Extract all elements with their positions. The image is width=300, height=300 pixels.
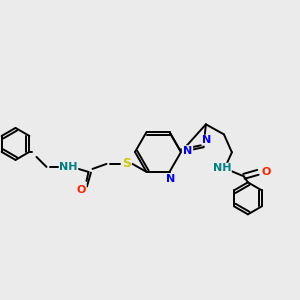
- Text: S: S: [122, 158, 131, 170]
- Text: NH: NH: [59, 162, 78, 172]
- Text: O: O: [261, 167, 271, 177]
- Text: N: N: [202, 135, 211, 145]
- Text: NH: NH: [213, 163, 231, 173]
- Text: N: N: [182, 146, 192, 156]
- Text: N: N: [166, 174, 175, 184]
- Text: O: O: [77, 185, 86, 195]
- Text: N: N: [183, 146, 193, 156]
